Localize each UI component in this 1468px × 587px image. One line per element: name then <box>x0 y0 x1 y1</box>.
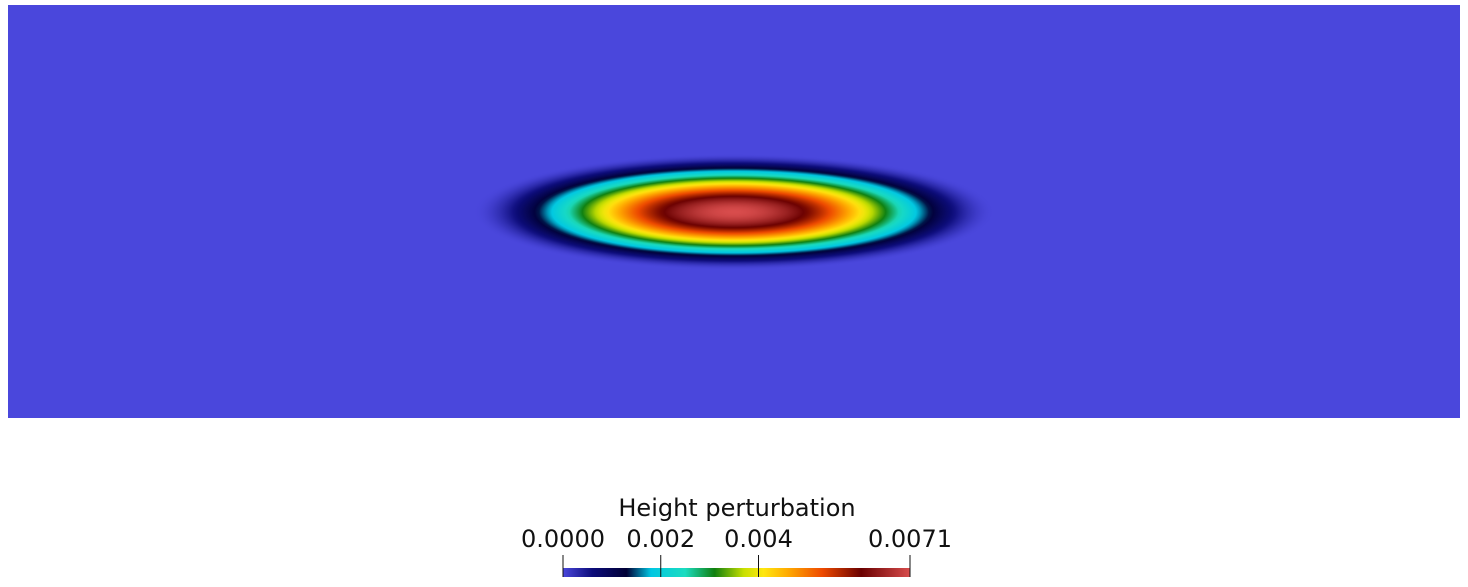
colorbar-tick-label: 0.0000 <box>521 525 605 553</box>
colorbar-tick-label: 0.0071 <box>868 525 952 553</box>
colorbar-tick-label: 0.002 <box>626 525 695 553</box>
colorbar-title: Height perturbation <box>618 494 855 522</box>
colorbar-bar <box>563 568 910 577</box>
field-plot <box>8 5 1460 418</box>
colorbar: Height perturbation 0.0000 0.002 0.004 0.00… <box>521 494 952 577</box>
height-perturbation-blob <box>474 154 994 270</box>
colorbar-tick-label: 0.004 <box>724 525 793 553</box>
colorbar-ticks <box>562 555 911 577</box>
colorbar-tick-labels: 0.0000 0.002 0.004 0.0071 <box>521 525 952 553</box>
